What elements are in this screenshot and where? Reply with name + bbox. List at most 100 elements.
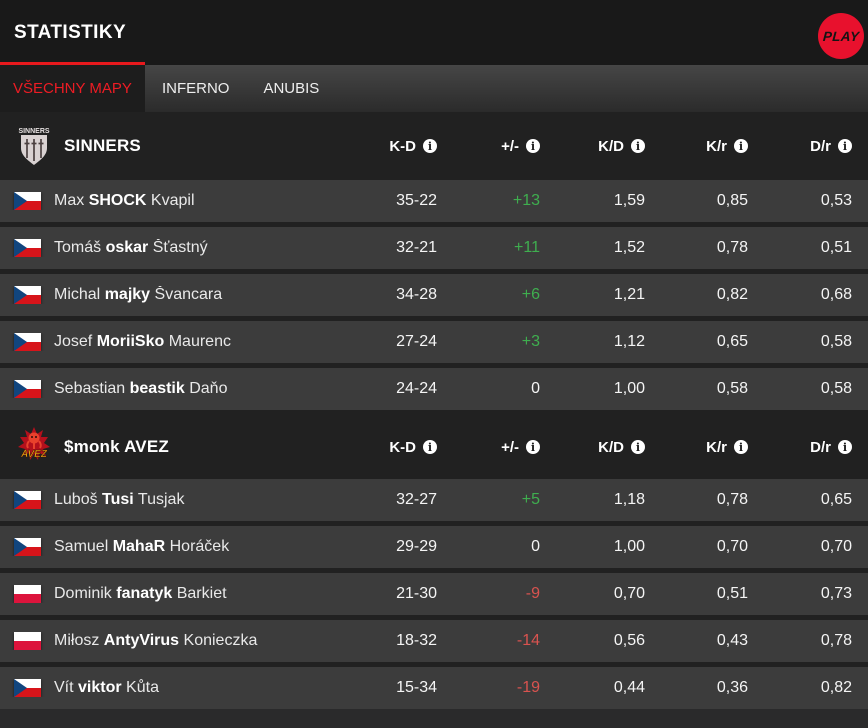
player-last-name: Daňo (189, 380, 228, 397)
player-nickname: fanatyk (116, 585, 173, 602)
stat-kills-per-round: 0,58 (716, 380, 748, 397)
country-flag-icon (14, 333, 41, 351)
column-label: D/r (810, 137, 831, 155)
player-first-name: Dominik (54, 585, 112, 602)
player-nickname: beastik (129, 380, 185, 397)
stat-deaths-per-round: 0,70 (820, 538, 852, 555)
player-nickname: MahaR (112, 538, 166, 555)
country-flag-icon (14, 380, 41, 398)
play-logo[interactable]: PLAY (818, 13, 864, 59)
stat-kd-ratio: 1,00 (613, 380, 645, 397)
stat-kd: 15-34 (396, 679, 437, 696)
player-name: Tomáš oskar Šťastný (54, 239, 208, 257)
player-row: Samuel MahaR Horáček 29-29 0 1,00 0,70 0… (0, 526, 868, 568)
team-identity: AVEZ $monk AVEZ (0, 426, 347, 468)
country-flag-icon (14, 585, 41, 603)
stat-deaths-per-round: 0,51 (820, 239, 852, 256)
column-header-plusminus: +/- (501, 138, 540, 155)
column-header-kd-ratio: K/D (598, 138, 645, 155)
stat-plusminus: +11 (514, 239, 540, 256)
player-identity: Sebastian beastik Daňo (0, 380, 347, 398)
stats-table: SINNERS SINNERS (0, 112, 868, 709)
info-icon[interactable] (526, 139, 540, 153)
stat-deaths-per-round: 0,78 (820, 632, 852, 649)
info-icon[interactable] (734, 139, 748, 153)
player-first-name: Luboš (54, 491, 98, 508)
stat-plusminus: 0 (531, 380, 540, 397)
stat-plusminus: 0 (531, 538, 540, 555)
stat-kd-ratio: 1,52 (613, 239, 645, 256)
player-first-name: Tomáš (54, 239, 102, 256)
player-row: Miłosz AntyVirus Konieczka 18-32 -14 0,5… (0, 620, 868, 662)
player-name: Michal majky Švancara (54, 286, 222, 304)
column-label: +/- (501, 137, 519, 155)
tab-anubis[interactable]: ANUBIS (246, 65, 336, 112)
player-row: Sebastian beastik Daňo 24-24 0 1,00 0,58… (0, 368, 868, 410)
tab-label: VŠECHNY MAPY (13, 80, 132, 97)
info-icon[interactable] (526, 440, 540, 454)
stat-plusminus: -9 (525, 585, 540, 602)
info-icon[interactable] (423, 139, 437, 153)
column-header-deaths-per-round: D/r (810, 138, 852, 155)
column-header-kd: K-D (389, 138, 437, 155)
player-last-name: Konieczka (183, 632, 258, 649)
stat-kills-per-round: 0,70 (716, 538, 748, 555)
player-name: Miłosz AntyVirus Konieczka (54, 632, 257, 650)
player-first-name: Miłosz (54, 632, 100, 649)
country-flag-icon (14, 286, 41, 304)
column-header-deaths-per-round: D/r (810, 439, 852, 456)
player-identity: Luboš Tusi Tusjak (0, 491, 347, 509)
info-icon[interactable] (631, 440, 645, 454)
column-label: K/D (598, 438, 624, 456)
player-identity: Vít viktor Kůta (0, 679, 347, 697)
info-icon[interactable] (631, 139, 645, 153)
stat-plusminus: -19 (516, 679, 540, 696)
tab-inferno[interactable]: INFERNO (145, 65, 247, 112)
tab-all-maps[interactable]: VŠECHNY MAPY (0, 65, 145, 112)
player-first-name: Vít (54, 679, 74, 696)
player-identity: Tomáš oskar Šťastný (0, 239, 347, 257)
player-identity: Max SHOCK Kvapil (0, 192, 347, 210)
country-flag-icon (14, 538, 41, 556)
column-header-plusminus: +/- (501, 439, 540, 456)
svg-text:SINNERS: SINNERS (18, 128, 49, 135)
player-last-name: Tusjak (137, 491, 185, 508)
player-last-name: Horáček (169, 538, 230, 555)
stat-deaths-per-round: 0,68 (820, 286, 852, 303)
player-nickname: majky (104, 286, 151, 303)
stat-kd: 24-24 (396, 380, 437, 397)
team-rows: Max SHOCK Kvapil 35-22 +13 1,59 0,85 0,5… (0, 180, 868, 410)
player-nickname: oskar (105, 239, 149, 256)
country-flag-icon (14, 491, 41, 509)
stat-kd-ratio: 0,44 (613, 679, 645, 696)
player-last-name: Barkiet (176, 585, 227, 602)
player-last-name: Šťastný (152, 239, 208, 256)
player-row: Vít viktor Kůta 15-34 -19 0,44 0,36 0,82 (0, 667, 868, 709)
player-nickname: MoriiSko (96, 333, 165, 350)
info-icon[interactable] (838, 440, 852, 454)
player-last-name: Kvapil (150, 192, 195, 209)
info-icon[interactable] (734, 440, 748, 454)
player-row: Max SHOCK Kvapil 35-22 +13 1,59 0,85 0,5… (0, 180, 868, 222)
stat-deaths-per-round: 0,65 (820, 491, 852, 508)
info-icon[interactable] (838, 139, 852, 153)
stat-kd-ratio: 1,18 (613, 491, 645, 508)
column-header-kills-per-round: K/r (706, 138, 748, 155)
column-label: K/r (706, 137, 727, 155)
team-name: SINNERS (64, 136, 141, 155)
team-identity: SINNERS SINNERS (0, 125, 347, 167)
stat-plusminus: +5 (521, 491, 540, 508)
player-row: Luboš Tusi Tusjak 32-27 +5 1,18 0,78 0,6… (0, 479, 868, 521)
stat-kills-per-round: 0,43 (716, 632, 748, 649)
stat-kd: 35-22 (396, 192, 437, 209)
team-name: $monk AVEZ (64, 437, 169, 456)
team-section: SINNERS SINNERS (0, 112, 868, 410)
info-icon[interactable] (423, 440, 437, 454)
stat-kills-per-round: 0,78 (716, 239, 748, 256)
player-name: Sebastian beastik Daňo (54, 380, 227, 398)
play-logo-text: PLAY (822, 28, 860, 44)
team-header-row: SINNERS SINNERS (0, 112, 868, 180)
player-row: Tomáš oskar Šťastný 32-21 +11 1,52 0,78 … (0, 227, 868, 269)
column-header-kd-ratio: K/D (598, 439, 645, 456)
player-name: Luboš Tusi Tusjak (54, 491, 184, 509)
